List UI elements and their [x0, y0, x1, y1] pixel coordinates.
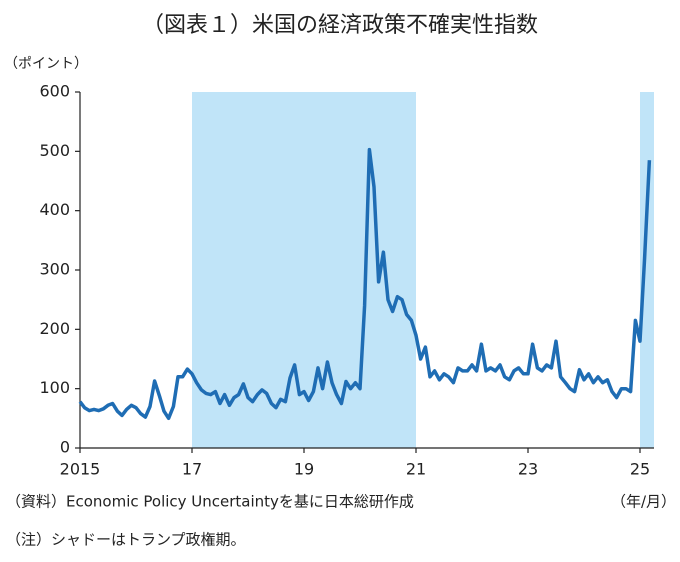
- x-tick-label: 17: [182, 460, 202, 479]
- x-tick-label: 2015: [60, 460, 101, 479]
- y-tick-label: 0: [60, 438, 70, 457]
- x-tick-label: 21: [406, 460, 426, 479]
- y-tick-label: 200: [39, 319, 70, 338]
- y-tick-label: 300: [39, 260, 70, 279]
- plot-area: 0 100 200 300 400 500 600 2015 17 19 21 23 25: [39, 82, 654, 479]
- y-tick-label: 100: [39, 378, 70, 397]
- x-axis-label: （年/月）: [611, 493, 676, 511]
- x-tick-label: 23: [518, 460, 538, 479]
- shade-region: [640, 92, 654, 448]
- note: （注）シャドーはトランプ政権期。: [6, 531, 246, 549]
- y-tick-label: 600: [39, 82, 70, 101]
- chart-title: （図表１）米国の経済政策不確実性指数: [142, 13, 538, 38]
- y-tick-label: 500: [39, 141, 70, 160]
- source: （資料）Economic Policy Uncertaintyを基に日本総研作成: [6, 493, 414, 511]
- x-tick-label: 19: [294, 460, 314, 479]
- x-tick-label: 25: [630, 460, 650, 479]
- y-axis-label: （ポイント）: [4, 56, 88, 72]
- y-tick-label: 400: [39, 200, 70, 219]
- data-line: [78, 147, 652, 421]
